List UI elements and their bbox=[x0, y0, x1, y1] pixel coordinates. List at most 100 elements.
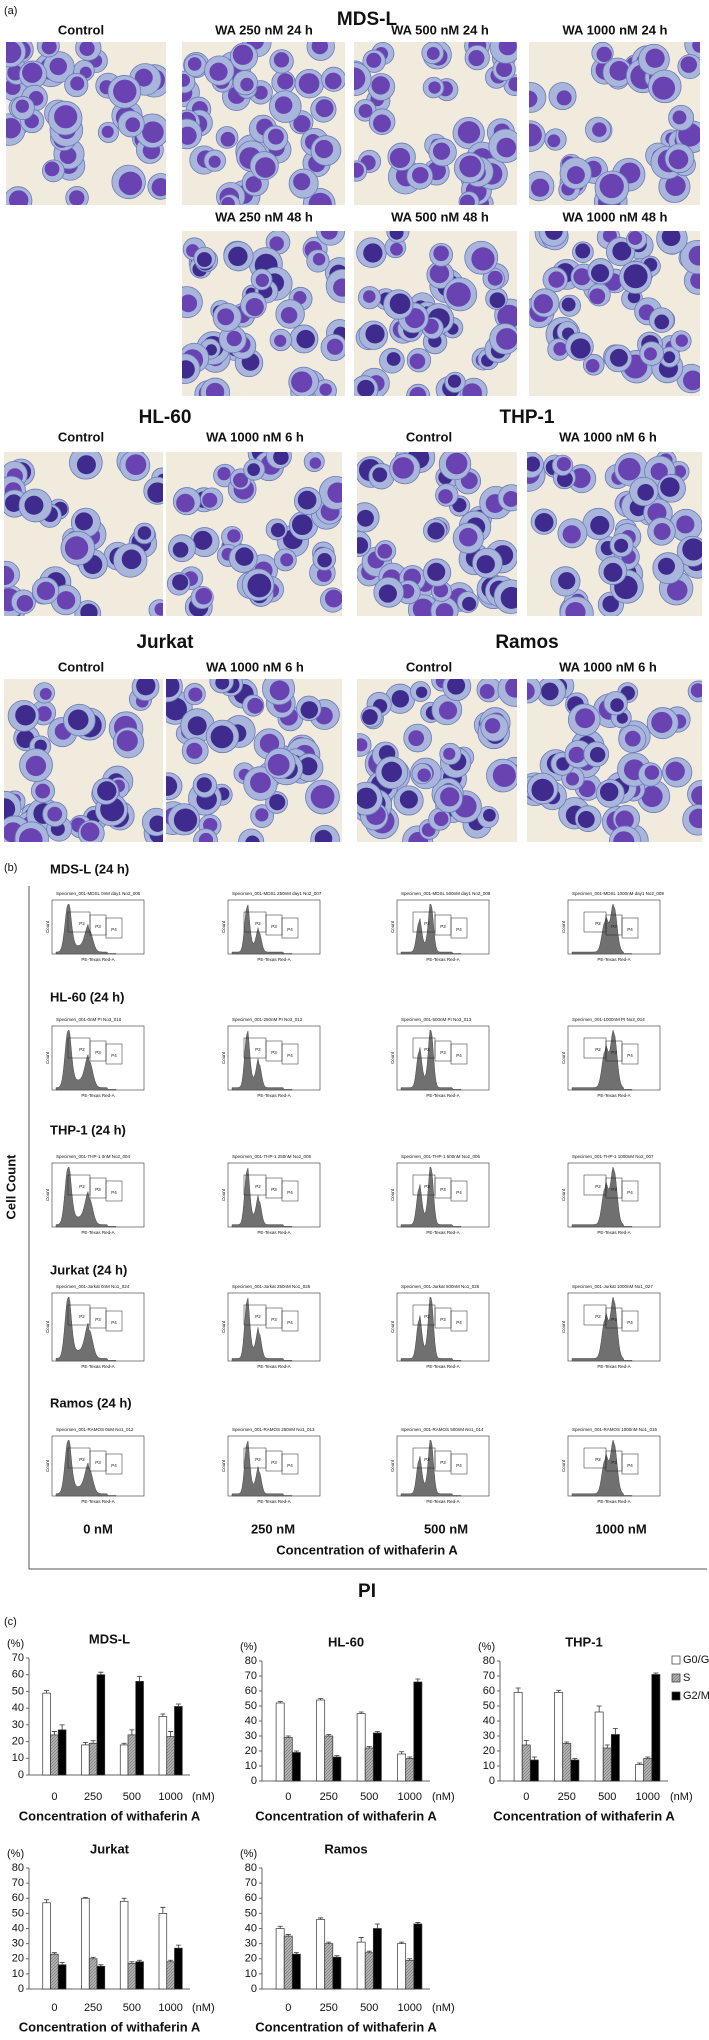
x-axis-label: Concentration of withaferin A bbox=[255, 1808, 437, 1823]
nucleus bbox=[320, 231, 338, 240]
nucleus bbox=[166, 697, 187, 721]
error-bar bbox=[277, 1925, 283, 1929]
error-bar bbox=[285, 1934, 291, 1937]
gate-label: P3 bbox=[95, 1187, 101, 1192]
error-bar bbox=[556, 1689, 562, 1693]
y-tick-label: 50 bbox=[12, 1907, 24, 1919]
nucleus bbox=[253, 85, 268, 100]
bar bbox=[324, 1735, 334, 1782]
nucleus bbox=[371, 76, 390, 95]
histogram bbox=[571, 1166, 633, 1228]
nucleus bbox=[149, 815, 163, 832]
nucleus bbox=[615, 810, 634, 830]
gate bbox=[450, 917, 468, 939]
nucleus bbox=[333, 278, 345, 297]
nucleus bbox=[357, 509, 374, 527]
y-tick-label: 20 bbox=[245, 1953, 257, 1965]
small-x-label: PE-Texas Red-A bbox=[257, 1230, 290, 1235]
panel-label: (c) bbox=[4, 1616, 17, 1628]
plot-title: Specimen_001-MDSL 0nM day1 No2_005 bbox=[56, 891, 141, 896]
micrograph bbox=[354, 231, 517, 396]
plot-title: Specimen_001-Jurkat 0nM No1_024 bbox=[56, 1284, 130, 1289]
bar bbox=[372, 1732, 382, 1782]
nucleus bbox=[182, 360, 195, 379]
gate-label: P2 bbox=[255, 1184, 261, 1189]
nucleus bbox=[573, 268, 591, 286]
nucleus bbox=[663, 351, 676, 364]
small-x-label: PE-Texas Red-A bbox=[81, 1364, 114, 1369]
nucleus bbox=[458, 527, 478, 547]
error-bar bbox=[175, 1703, 181, 1707]
error-bar bbox=[137, 1959, 143, 1962]
histogram bbox=[55, 1029, 117, 1091]
nucleus bbox=[47, 806, 63, 822]
gate bbox=[281, 917, 299, 939]
nucleus bbox=[372, 467, 388, 483]
nucleus bbox=[354, 162, 364, 178]
bar bbox=[413, 1681, 423, 1782]
nucleus bbox=[19, 828, 43, 842]
histogram bbox=[571, 1439, 633, 1497]
nucleus bbox=[247, 573, 272, 598]
nucleus bbox=[245, 176, 262, 193]
small-y-label: Count bbox=[45, 1051, 50, 1064]
cells bbox=[527, 679, 702, 842]
small-x-label: PE-Texas Red-A bbox=[257, 1499, 290, 1504]
nucleus bbox=[409, 353, 426, 370]
x-tick-label: 0 bbox=[285, 2002, 291, 2014]
nucleus bbox=[357, 537, 369, 554]
error-bar bbox=[637, 1762, 643, 1765]
nucleus bbox=[476, 555, 495, 574]
nucleus bbox=[568, 746, 585, 763]
error-bar bbox=[137, 1675, 143, 1682]
bar bbox=[594, 1711, 604, 1782]
gate bbox=[105, 1310, 123, 1332]
nucleus bbox=[310, 784, 335, 809]
y-tick-label: 40 bbox=[245, 1922, 257, 1934]
gate bbox=[105, 1453, 123, 1475]
nucleus bbox=[652, 76, 676, 100]
small-x-label: PE-Texas Red-A bbox=[426, 1499, 459, 1504]
bar bbox=[610, 1734, 620, 1782]
gate-label: P3 bbox=[440, 1187, 446, 1192]
nucleus bbox=[8, 190, 29, 205]
y-tick-label: 20 bbox=[12, 1953, 24, 1965]
concentration-label: 1000 nM bbox=[595, 1521, 646, 1536]
plot-title: Specimen_001-THP-1 500nM No2_006 bbox=[401, 1154, 481, 1159]
y-tick-label: 60 bbox=[12, 1669, 24, 1681]
gate-label: P3 bbox=[440, 1460, 446, 1465]
nucleus bbox=[666, 579, 688, 601]
gate-label: P2 bbox=[424, 1184, 430, 1189]
nucleus bbox=[427, 522, 445, 540]
nucleus bbox=[4, 565, 15, 586]
error-bar bbox=[407, 1958, 413, 1961]
nucleus bbox=[227, 529, 241, 543]
plot-frame bbox=[227, 1292, 321, 1362]
nucleus bbox=[255, 808, 269, 822]
gate bbox=[621, 917, 639, 939]
nucleus bbox=[196, 777, 212, 793]
error-bar bbox=[318, 1698, 324, 1700]
gate-label: P2 bbox=[79, 1047, 85, 1052]
x-tick-label: 500 bbox=[123, 2002, 141, 2014]
nucleus bbox=[22, 62, 43, 83]
nucleus bbox=[533, 294, 553, 314]
nucleus bbox=[531, 778, 554, 802]
nucleus bbox=[142, 121, 164, 143]
nucleus bbox=[483, 808, 496, 822]
nucleus bbox=[471, 247, 495, 271]
error-bar bbox=[645, 1756, 651, 1759]
micrograph bbox=[529, 231, 700, 396]
y-tick-label: 30 bbox=[12, 1719, 24, 1731]
nucleus bbox=[529, 123, 542, 147]
small-x-label: PE-Texas Red-A bbox=[81, 1499, 114, 1504]
legend-swatch bbox=[671, 1691, 681, 1701]
nucleus bbox=[691, 786, 702, 806]
nucleus bbox=[409, 387, 427, 396]
nucleus bbox=[208, 155, 221, 168]
small-x-label: PE-Texas Red-A bbox=[81, 957, 114, 962]
bar bbox=[127, 1962, 137, 1990]
nucleus bbox=[357, 379, 375, 396]
error-bar bbox=[121, 1742, 127, 1745]
